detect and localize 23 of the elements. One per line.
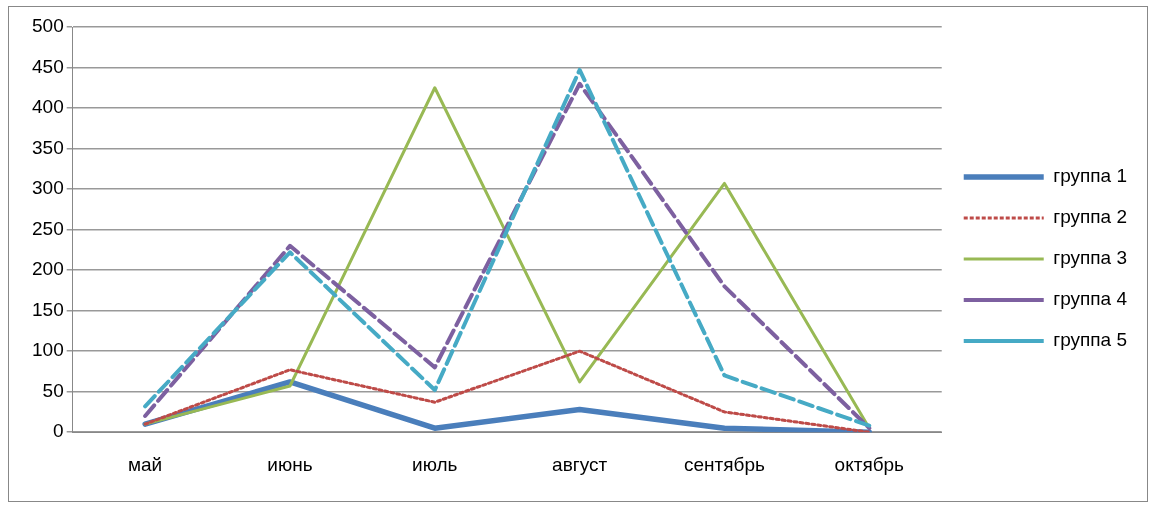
- x-tick-label: август: [552, 453, 608, 475]
- x-tick-label: июнь: [267, 453, 313, 475]
- y-tick-label: 400: [32, 96, 64, 118]
- y-tick-label: 150: [32, 298, 64, 320]
- legend-label: группа 1: [1053, 165, 1128, 187]
- y-tick-label: 50: [42, 379, 64, 401]
- legend-label: группа 3: [1053, 247, 1128, 269]
- y-tick-label: 350: [32, 136, 64, 158]
- legend-label: группа 4: [1053, 288, 1128, 310]
- x-tick-label: май: [127, 453, 163, 475]
- line-series: [143, 349, 871, 433]
- legend-label: группа 5: [1053, 329, 1128, 351]
- legend-label: группа 2: [1053, 206, 1128, 228]
- x-tick-label: июль: [412, 453, 458, 475]
- x-tick-label: октябрь: [834, 453, 905, 475]
- y-tick-label: 200: [32, 258, 64, 280]
- y-tick-label: 100: [32, 339, 64, 361]
- y-tick-label: 500: [32, 15, 64, 37]
- y-tick-label: 0: [53, 420, 64, 442]
- x-tick-label: сентябрь: [684, 453, 766, 475]
- y-tick-label: 250: [32, 217, 64, 239]
- y-tick-label: 450: [32, 55, 64, 77]
- y-tick-label: 300: [32, 177, 64, 199]
